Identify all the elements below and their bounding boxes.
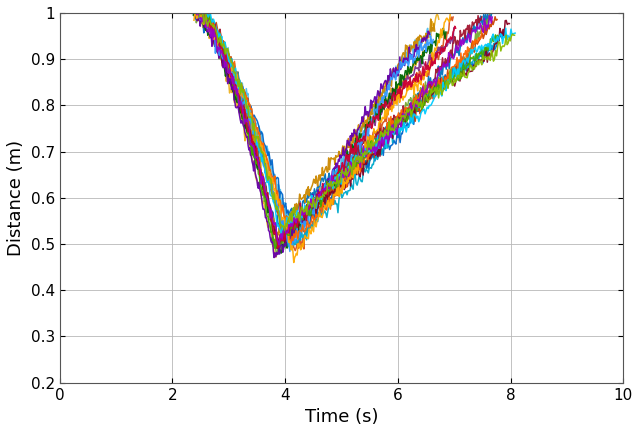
X-axis label: Time (s): Time (s) (305, 408, 378, 426)
Y-axis label: Distance (m): Distance (m) (7, 140, 25, 256)
